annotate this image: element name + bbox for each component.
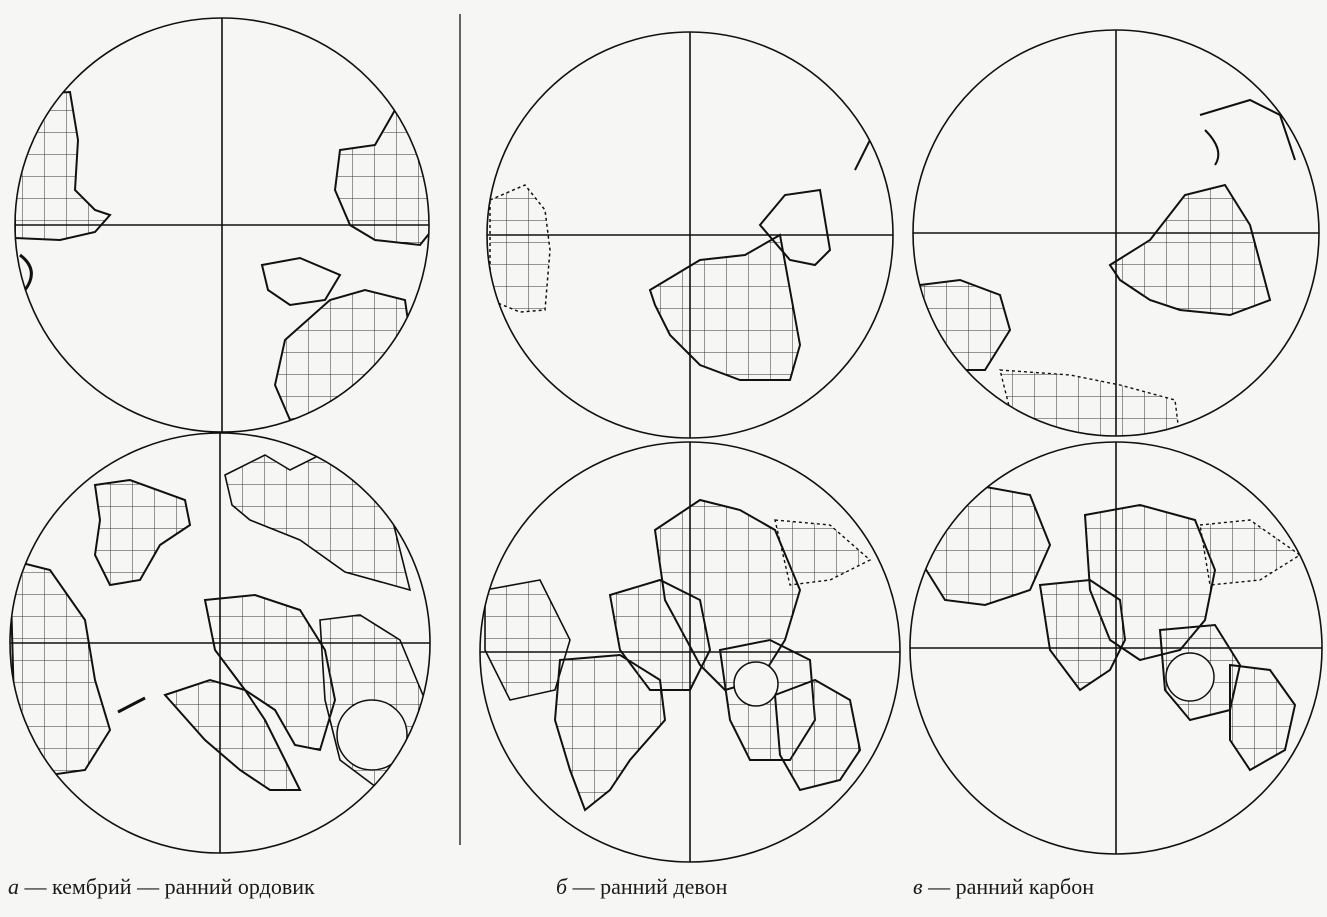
caption-panel-b: б — ранний девон: [556, 874, 727, 900]
coast: [117, 696, 146, 714]
globe-b-top: [489, 79, 872, 381]
globe-b-bottom: [484, 498, 872, 812]
continent: [648, 233, 802, 381]
coast: [1199, 98, 1296, 161]
continent: [919, 483, 1052, 607]
caption-panel-a: а — кембрий — ранний ордовик: [8, 874, 315, 900]
globe-a-top: [15, 90, 429, 427]
continent: [1229, 663, 1297, 772]
coast: [1204, 129, 1220, 166]
caption-text: — ранний карбон: [922, 874, 1095, 899]
continent: [15, 90, 112, 242]
continent: [93, 478, 192, 587]
continent: [273, 288, 412, 427]
continent: [489, 184, 551, 313]
continent: [1108, 183, 1272, 317]
polar-cap: [336, 699, 408, 771]
continent: [260, 256, 342, 307]
globe-v-top: [918, 98, 1296, 436]
continent: [224, 449, 412, 592]
polar-cap: [1165, 652, 1215, 702]
caption-letter: а: [8, 874, 19, 899]
continent: [918, 278, 1012, 371]
globe-v-frames: [909, 29, 1323, 855]
continent: [203, 593, 337, 752]
caption-letter: в: [913, 874, 923, 899]
continent: [484, 579, 571, 701]
continent: [163, 678, 302, 791]
caption-text: — кембрий — ранний ордовик: [19, 874, 315, 899]
continent: [774, 519, 872, 586]
globe-a-bottom: [10, 449, 426, 791]
continent: [608, 578, 712, 691]
continent: [1199, 519, 1302, 586]
polar-cap: [733, 661, 779, 707]
continent: [1038, 578, 1127, 692]
continent: [773, 678, 862, 792]
continent: [333, 108, 429, 247]
caption-letter: б: [556, 874, 568, 899]
continent: [999, 369, 1181, 436]
continent: [10, 558, 112, 777]
globe-v-bottom: [919, 483, 1302, 772]
globe-b-frames: [479, 31, 901, 863]
globe-a-frames: [9, 17, 431, 854]
continent: [758, 188, 832, 267]
coast: [19, 253, 33, 291]
continent: [553, 653, 667, 812]
caption-text: — ранний девон: [567, 874, 728, 899]
caption-panel-v: в — ранний карбон: [913, 874, 1094, 900]
